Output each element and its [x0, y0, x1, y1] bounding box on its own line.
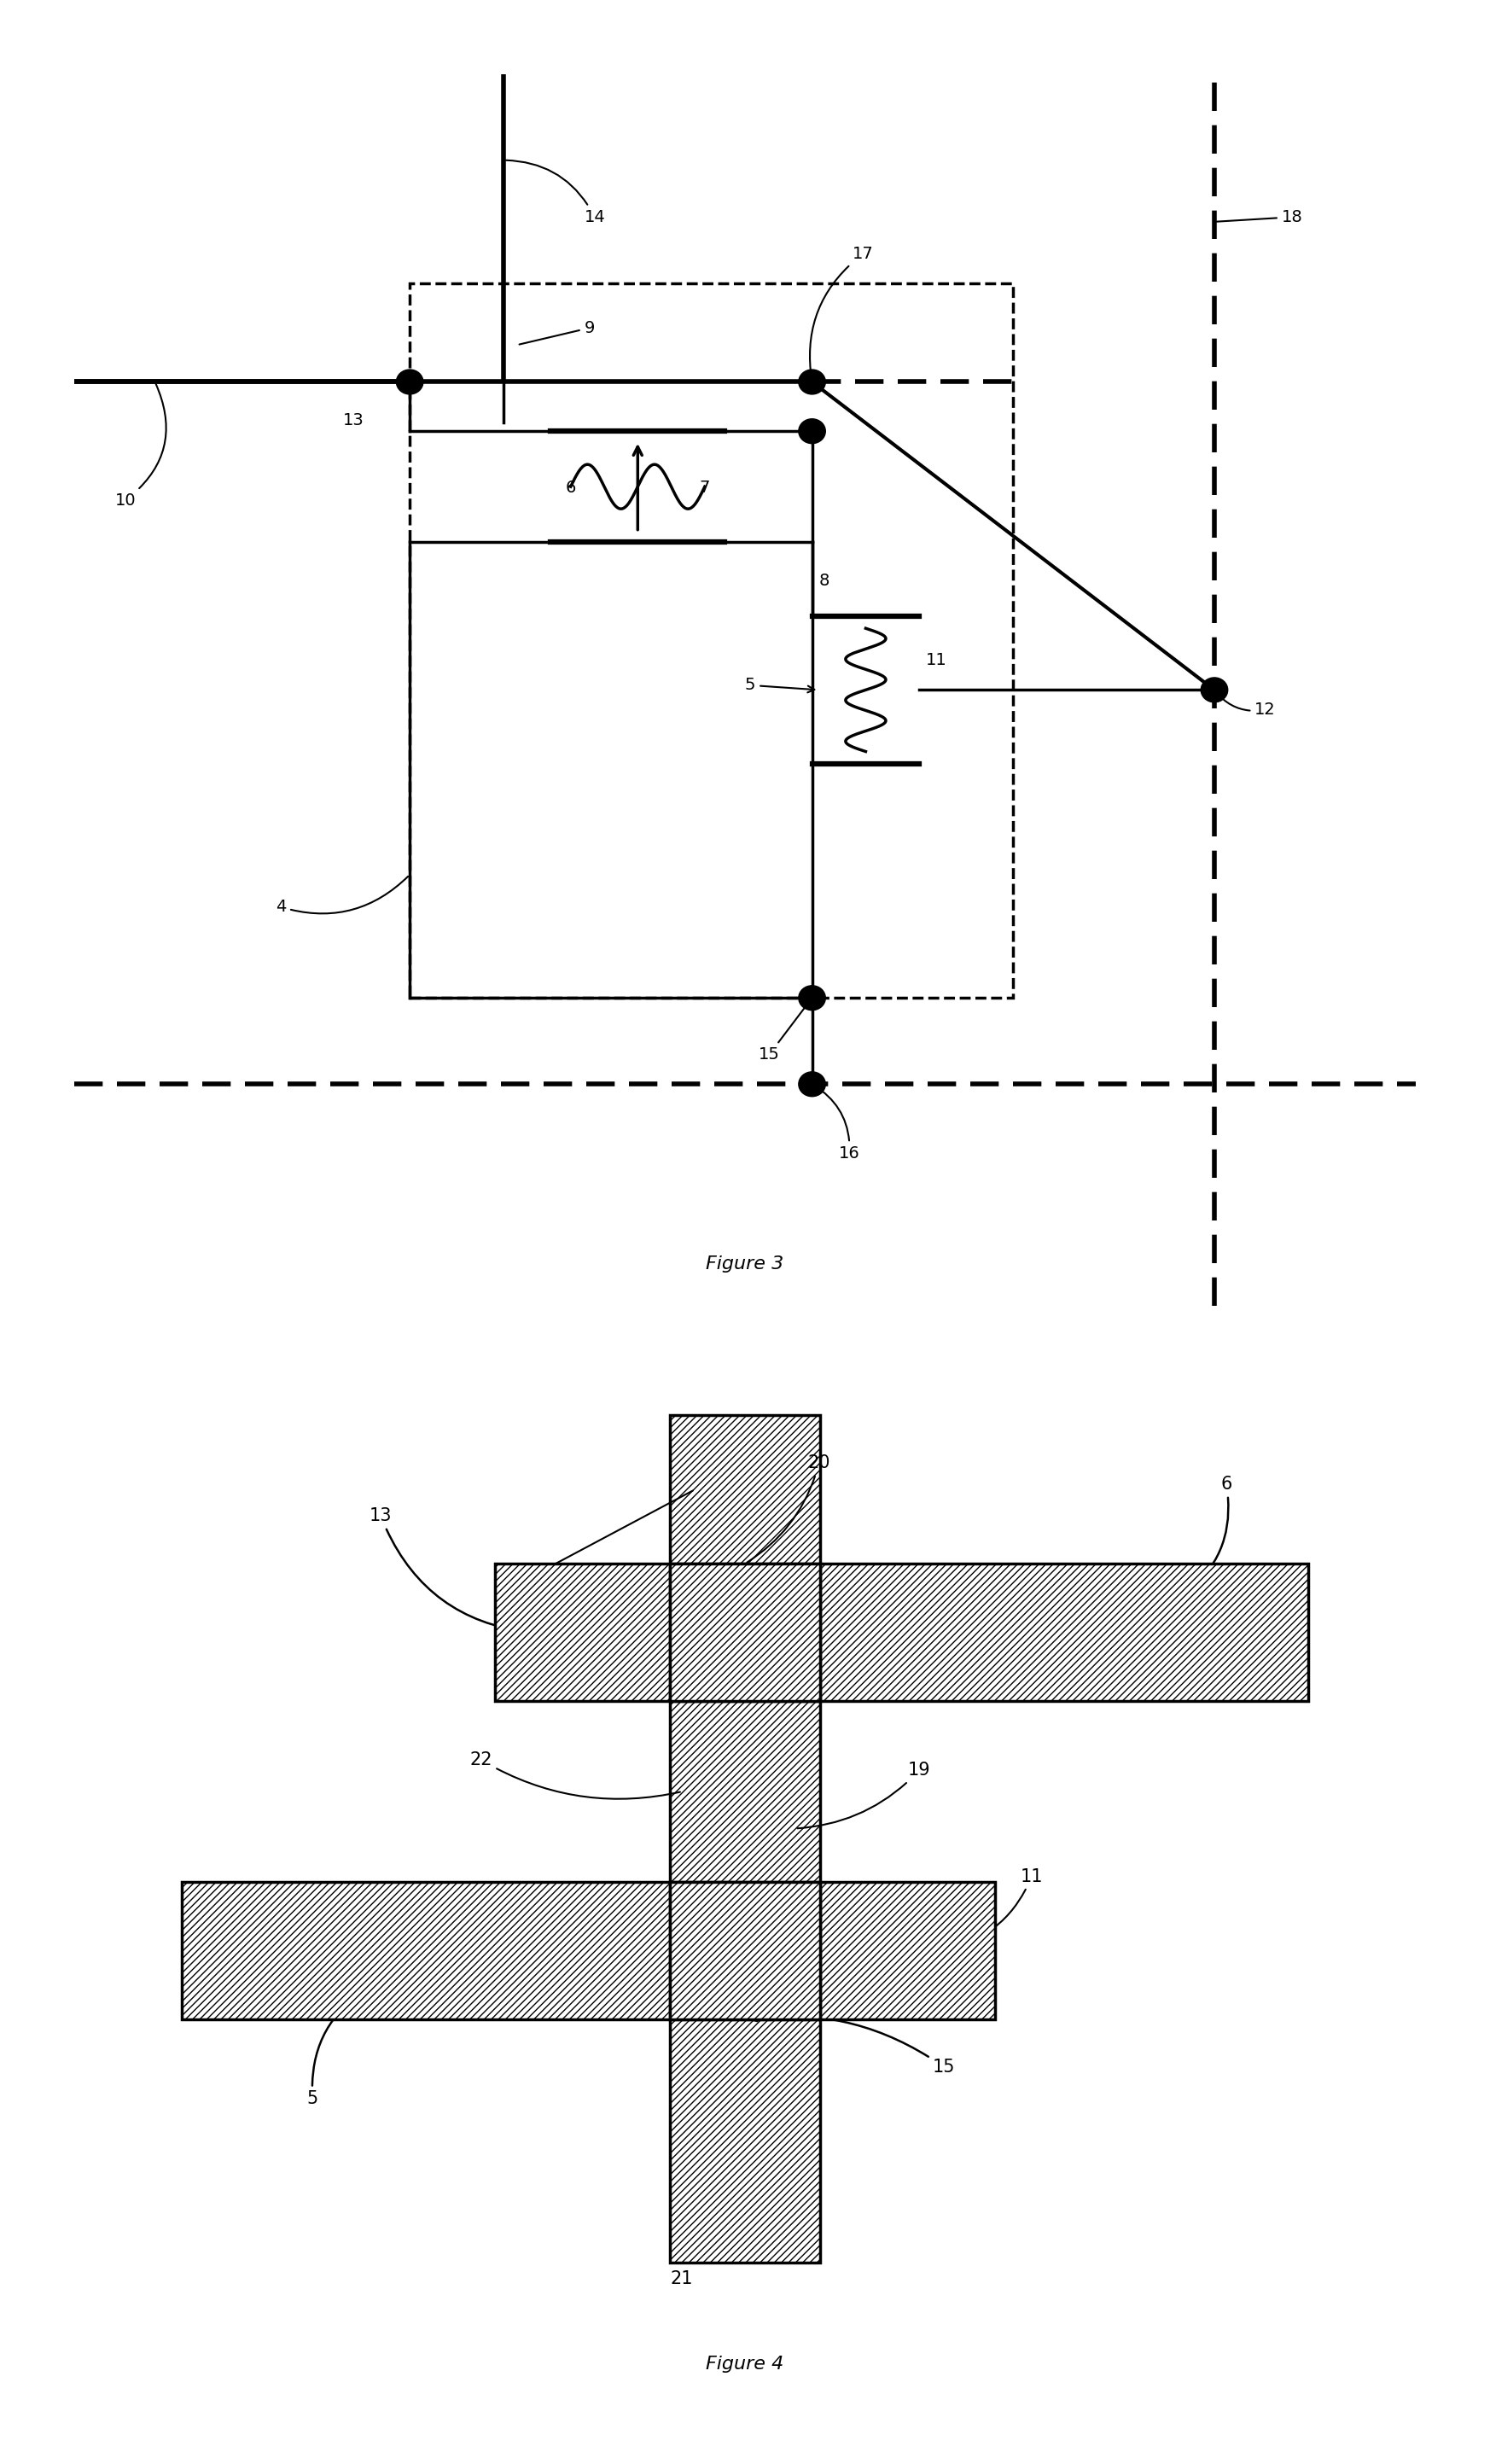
Text: 10: 10: [115, 384, 165, 508]
Text: 9: 9: [520, 320, 595, 345]
Bar: [820, 1565, 1308, 1700]
Text: 12: 12: [1216, 692, 1275, 717]
Circle shape: [799, 986, 825, 1010]
Text: Figure 4: Figure 4: [706, 2356, 784, 2373]
Text: 21: 21: [670, 2269, 693, 2287]
Bar: [670, 1565, 820, 1700]
Bar: [670, 1700, 820, 1882]
Text: 19: 19: [797, 1762, 930, 1828]
Text: 13: 13: [370, 1508, 527, 1634]
Text: 16: 16: [814, 1087, 860, 1161]
Text: 18: 18: [1217, 209, 1302, 224]
Text: Figure 3: Figure 3: [706, 1254, 784, 1271]
Circle shape: [396, 370, 423, 394]
Bar: [495, 1565, 670, 1700]
Text: 22: 22: [469, 1752, 679, 1799]
Text: 6: 6: [1188, 1476, 1232, 1592]
Text: 9: 9: [520, 1491, 693, 1589]
Text: 20: 20: [746, 1454, 830, 1562]
Text: 4: 4: [276, 877, 408, 914]
Circle shape: [1201, 678, 1228, 702]
Text: 6: 6: [565, 480, 577, 495]
Text: 13: 13: [343, 411, 364, 429]
Text: 15: 15: [758, 1000, 811, 1062]
Text: 11: 11: [936, 1868, 1043, 1949]
Circle shape: [799, 1072, 825, 1096]
Bar: [182, 1882, 670, 2020]
Bar: [670, 1414, 820, 1565]
Text: 17: 17: [811, 246, 873, 379]
Bar: [670, 1882, 820, 2020]
Bar: [670, 2020, 820, 2262]
Text: 7: 7: [699, 480, 711, 495]
Text: 8: 8: [820, 572, 830, 589]
Bar: [410, 283, 1013, 998]
Text: 5: 5: [745, 678, 815, 692]
Text: 15: 15: [749, 2013, 955, 2075]
Circle shape: [799, 370, 825, 394]
Text: 5: 5: [307, 1991, 365, 2107]
Circle shape: [799, 419, 825, 444]
Text: 11: 11: [927, 653, 948, 668]
Bar: [820, 1882, 995, 2020]
Text: 14: 14: [507, 160, 605, 224]
